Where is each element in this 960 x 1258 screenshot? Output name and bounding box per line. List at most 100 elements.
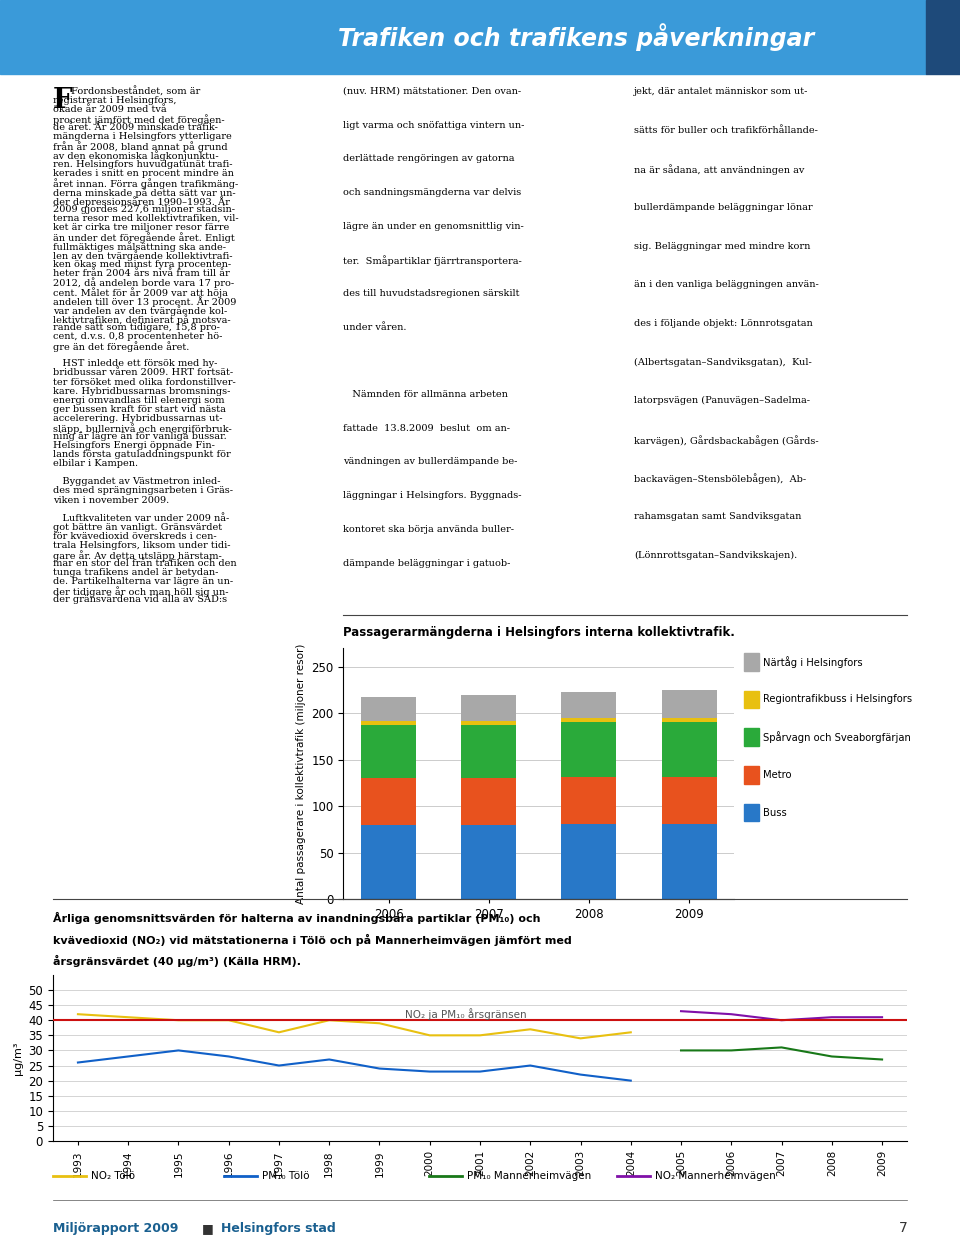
Text: släpp, bullernivå och energiförbruk-: släpp, bullernivå och energiförbruk- — [53, 423, 231, 434]
Text: kvävedioxid (NO₂) vid mätstationerna i Tölö och på Mannerheimvägen jämfört med: kvävedioxid (NO₂) vid mätstationerna i T… — [53, 933, 571, 946]
Text: (Albertsgatan–Sandviksgatan),  Kul-: (Albertsgatan–Sandviksgatan), Kul- — [634, 357, 811, 367]
Text: derna minskade på detta sätt var un-: derna minskade på detta sätt var un- — [53, 187, 235, 198]
Text: gre än det föregående året.: gre än det föregående året. — [53, 341, 189, 352]
Bar — [461, 725, 516, 779]
Text: mängderna i Helsingfors ytterligare: mängderna i Helsingfors ytterligare — [53, 132, 231, 141]
Text: ökade år 2009 med två: ökade år 2009 med två — [53, 106, 166, 114]
Text: Metro: Metro — [763, 770, 792, 780]
Text: Miljörapport 2009: Miljörapport 2009 — [53, 1223, 179, 1235]
Text: gare år. Av detta utsläpp härstam-: gare år. Av detta utsläpp härstam- — [53, 550, 222, 561]
Text: mar en stor del från trafiken och den: mar en stor del från trafiken och den — [53, 559, 236, 569]
Text: viken i november 2009.: viken i november 2009. — [53, 496, 169, 504]
Text: ken ökas med minst fyra procenten-: ken ökas med minst fyra procenten- — [53, 259, 231, 268]
Text: accelerering. Hybridbussarnas ut-: accelerering. Hybridbussarnas ut- — [53, 414, 223, 423]
Text: 7: 7 — [899, 1222, 907, 1235]
Bar — [461, 721, 516, 725]
Text: ning är lägre än för vanliga bussar.: ning är lägre än för vanliga bussar. — [53, 431, 227, 442]
Text: vändningen av bullerdämpande be-: vändningen av bullerdämpande be- — [344, 458, 517, 467]
Text: ■: ■ — [202, 1223, 213, 1235]
Text: HST inledde ett försök med hy-: HST inledde ett försök med hy- — [53, 360, 217, 369]
Bar — [661, 824, 716, 899]
Bar — [926, 0, 960, 73]
Text: Byggandet av Västmetron inled-: Byggandet av Västmetron inled- — [53, 477, 220, 487]
Text: Fordonsbeståndet, som är: Fordonsbeståndet, som är — [71, 87, 200, 97]
Bar — [562, 777, 616, 824]
Text: Helsingfors Energi öppnade Fin-: Helsingfors Energi öppnade Fin- — [53, 442, 215, 450]
Text: sätts för buller och trafikförhållande-: sätts för buller och trafikförhållande- — [634, 126, 818, 135]
Text: got bättre än vanligt. Gränsvärdet: got bättre än vanligt. Gränsvärdet — [53, 523, 222, 532]
Text: len av den tvärgående kollektivtrafi-: len av den tvärgående kollektivtrafi- — [53, 250, 232, 262]
Text: fullmäktiges målsättning ska ande-: fullmäktiges målsättning ska ande- — [53, 242, 226, 252]
Text: cent, d.v.s. 0,8 procentenheter hö-: cent, d.v.s. 0,8 procentenheter hö- — [53, 332, 222, 341]
Text: Nämnden för allmänna arbeten: Nämnden för allmänna arbeten — [344, 390, 508, 399]
Text: ligt varma och snöfattiga vintern un-: ligt varma och snöfattiga vintern un- — [344, 121, 525, 130]
Text: och sandningsmängderna var delvis: och sandningsmängderna var delvis — [344, 187, 521, 198]
Text: från år 2008, bland annat på grund: från år 2008, bland annat på grund — [53, 141, 228, 152]
Text: Passagerarmängderna i Helsingfors interna kollektivtrafik.: Passagerarmängderna i Helsingfors intern… — [344, 626, 735, 639]
Text: (Lönnrottsgatan–Sandvikskajen).: (Lönnrottsgatan–Sandvikskajen). — [634, 551, 797, 560]
Text: karvägen), Gårdsbackabågen (Gårds-: karvägen), Gårdsbackabågen (Gårds- — [634, 435, 819, 445]
Text: cent. Målet för år 2009 var att höja: cent. Målet för år 2009 var att höja — [53, 287, 228, 298]
Text: ter.  Småpartiklar fjärrtransportera-: ter. Småpartiklar fjärrtransportera- — [344, 255, 522, 267]
Text: bullerdämpande beläggningar lönar: bullerdämpande beläggningar lönar — [634, 203, 812, 213]
Text: ren. Helsingfors huvudgatunät trafi-: ren. Helsingfors huvudgatunät trafi- — [53, 160, 232, 169]
Text: lektivtrafiken, definierat på motsva-: lektivtrafiken, definierat på motsva- — [53, 314, 230, 325]
Bar — [461, 779, 516, 825]
Text: na är sådana, att användningen av: na är sådana, att användningen av — [634, 165, 804, 175]
Text: (nuv. HRM) mätstationer. Den ovan-: (nuv. HRM) mätstationer. Den ovan- — [344, 87, 521, 96]
Text: de. Partikelhalterna var lägre än un-: de. Partikelhalterna var lägre än un- — [53, 577, 233, 586]
Y-axis label: µg/m³: µg/m³ — [12, 1042, 23, 1074]
Text: dämpande beläggningar i gatuob-: dämpande beläggningar i gatuob- — [344, 559, 511, 567]
Bar — [661, 777, 716, 824]
Bar — [661, 689, 716, 718]
Text: NO₂ ja PM₁₀ årsgränsen: NO₂ ja PM₁₀ årsgränsen — [404, 1009, 526, 1020]
Text: registrerat i Helsingfors,: registrerat i Helsingfors, — [53, 96, 177, 106]
Bar — [361, 721, 417, 725]
Text: jekt, där antalet människor som ut-: jekt, där antalet människor som ut- — [634, 87, 808, 96]
Text: Regiontrafikbuss i Helsingfors: Regiontrafikbuss i Helsingfors — [763, 694, 912, 704]
Text: lands första gatuladdningspunkt för: lands första gatuladdningspunkt för — [53, 450, 230, 459]
Text: de året. År 2009 minskade trafik-: de året. År 2009 minskade trafik- — [53, 123, 218, 132]
Text: året innan. Förra gången trafikmäng-: året innan. Förra gången trafikmäng- — [53, 177, 238, 189]
Bar — [461, 825, 516, 899]
Text: årsgränsvärdet (40 µg/m³) (Källa HRM).: årsgränsvärdet (40 µg/m³) (Källa HRM). — [53, 955, 300, 967]
Text: lägre än under en genomsnittlig vin-: lägre än under en genomsnittlig vin- — [344, 221, 524, 230]
Text: des i följande objekt: Lönnrotsgatan: des i följande objekt: Lönnrotsgatan — [634, 320, 813, 328]
Text: var andelen av den tvärgående kol-: var andelen av den tvärgående kol- — [53, 304, 228, 316]
Text: ket är cirka tre miljoner resor färre: ket är cirka tre miljoner resor färre — [53, 223, 229, 233]
Text: läggningar i Helsingfors. Byggnads-: läggningar i Helsingfors. Byggnads- — [344, 491, 522, 501]
Text: Årliga genomsnittsvärden för halterna av inandningsbara partiklar (PM₁₀) och: Årliga genomsnittsvärden för halterna av… — [53, 912, 540, 925]
Text: andelen till över 13 procent. År 2009: andelen till över 13 procent. År 2009 — [53, 296, 236, 307]
Text: tunga trafikens andel är betydan-: tunga trafikens andel är betydan- — [53, 569, 218, 577]
Text: PM₁₀ Mannerheimvägen: PM₁₀ Mannerheimvägen — [468, 1171, 591, 1181]
Bar — [661, 718, 716, 722]
Text: Trafiken och trafikens påverkningar: Trafiken och trafikens påverkningar — [338, 23, 814, 50]
Text: latorpsvägen (Panuvägen–Sadelma-: latorpsvägen (Panuvägen–Sadelma- — [634, 396, 810, 405]
Text: fattade  13.8.2009  beslut  om an-: fattade 13.8.2009 beslut om an- — [344, 424, 511, 433]
Text: der tidigare år och man höll sig un-: der tidigare år och man höll sig un- — [53, 586, 228, 598]
Text: 2009 gjordes 227,6 miljoner stadsin-: 2009 gjordes 227,6 miljoner stadsin- — [53, 205, 235, 214]
Text: än i den vanliga beläggningen använ-: än i den vanliga beläggningen använ- — [634, 281, 819, 289]
Text: ter försöket med olika fordonstillver-: ter försöket med olika fordonstillver- — [53, 377, 235, 386]
Text: F: F — [53, 87, 72, 114]
Bar — [562, 722, 616, 777]
Bar — [562, 718, 616, 722]
Text: kare. Hybridbussarnas bromsnings-: kare. Hybridbussarnas bromsnings- — [53, 386, 230, 395]
Text: des till huvudstadsregionen särskilt: des till huvudstadsregionen särskilt — [344, 289, 520, 298]
Text: der gränsvärdena vid alla av SAD:s: der gränsvärdena vid alla av SAD:s — [53, 595, 227, 604]
Text: terna resor med kollektivtrafiken, vil-: terna resor med kollektivtrafiken, vil- — [53, 214, 238, 223]
Bar — [361, 697, 417, 721]
Text: Närtåg i Helsingfors: Närtåg i Helsingfors — [763, 655, 863, 668]
Text: kerades i snitt en procent mindre än: kerades i snitt en procent mindre än — [53, 169, 233, 177]
Bar — [562, 692, 616, 718]
Text: rahamsgatan samt Sandviksgatan: rahamsgatan samt Sandviksgatan — [634, 512, 802, 521]
Text: rande sätt som tidigare, 15,8 pro-: rande sätt som tidigare, 15,8 pro- — [53, 323, 220, 332]
Text: kontoret ska börja använda buller-: kontoret ska börja använda buller- — [344, 525, 515, 533]
Bar — [661, 722, 716, 777]
Text: sig. Beläggningar med mindre korn: sig. Beläggningar med mindre korn — [634, 242, 810, 250]
Text: elbilar i Kampen.: elbilar i Kampen. — [53, 459, 138, 468]
Text: än under det föregående året. Enligt: än under det föregående året. Enligt — [53, 233, 234, 243]
Text: Luftkvaliteten var under 2009 nå-: Luftkvaliteten var under 2009 nå- — [53, 513, 229, 523]
Text: backavägen–Stensbölebågen),  Ab-: backavägen–Stensbölebågen), Ab- — [634, 474, 806, 484]
Text: för kvävedioxid överskreds i cen-: för kvävedioxid överskreds i cen- — [53, 532, 216, 541]
